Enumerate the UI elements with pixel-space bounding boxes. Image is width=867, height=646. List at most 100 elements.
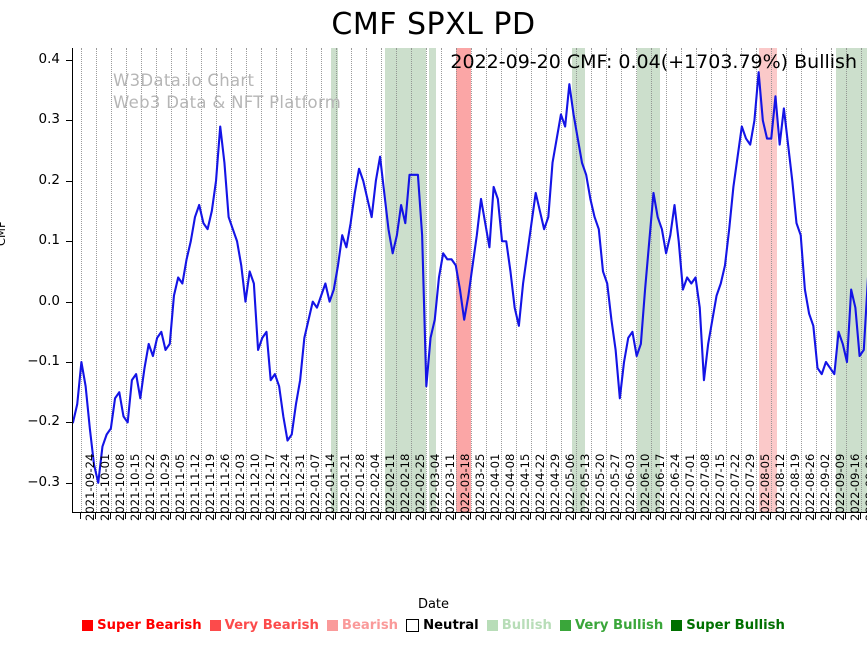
gridline <box>275 48 277 512</box>
gridline <box>545 48 547 512</box>
x-tick-mark <box>304 513 306 519</box>
x-tick-label: 2022-08-26 <box>802 453 817 521</box>
legend-item-bullish[interactable]: Bullish <box>486 618 552 633</box>
x-tick-label: 2022-08-05 <box>757 453 772 521</box>
legend-label: Bullish <box>501 618 552 633</box>
y-tick-mark <box>66 180 73 182</box>
x-tick-mark <box>289 513 291 519</box>
gridline <box>425 48 427 512</box>
x-tick-mark <box>499 513 501 519</box>
legend-item-bearish[interactable]: Bearish <box>326 619 398 632</box>
x-tick-label: 2022-07-08 <box>697 453 712 521</box>
gridline <box>155 48 157 512</box>
x-tick-label: 2022-03-18 <box>457 453 472 521</box>
legend-label: Very Bullish <box>574 618 664 633</box>
y-tick-mark <box>66 482 73 484</box>
gridline <box>410 48 412 512</box>
legend-item-super-bullish[interactable]: Super Bullish <box>671 619 785 632</box>
x-tick-mark <box>604 513 606 519</box>
gridline <box>830 48 832 512</box>
x-tick-label: 2021-10-08 <box>112 453 127 521</box>
gridline <box>500 48 502 512</box>
gridline <box>395 48 397 512</box>
gridline <box>440 48 442 512</box>
gridline <box>650 48 652 512</box>
x-tick-label: 2022-07-01 <box>682 453 697 521</box>
x-tick-mark <box>664 513 666 519</box>
y-tick-mark <box>66 241 73 243</box>
latest-value-annotation: 2022-09-20 CMF: 0.04(+1703.79%) Bullish <box>450 51 857 73</box>
gridline <box>320 48 322 512</box>
gridline <box>725 48 727 512</box>
y-tick-mark <box>66 301 73 303</box>
x-tick-mark <box>424 513 426 519</box>
legend-swatch-icon <box>671 620 683 632</box>
x-tick-label: 2022-03-11 <box>442 453 457 521</box>
x-tick-label: 2022-07-15 <box>712 453 727 521</box>
x-tick-mark <box>544 513 546 519</box>
x-tick-mark <box>484 513 486 519</box>
page-title: CMF SPXL PD <box>331 7 536 42</box>
x-tick-label: 2021-10-01 <box>97 453 112 521</box>
legend-swatch-icon <box>326 620 338 632</box>
band-bullish <box>637 48 660 512</box>
gridline <box>845 48 847 512</box>
legend-item-super-bearish[interactable]: Super Bearish <box>82 619 202 632</box>
x-tick-mark <box>454 513 456 519</box>
y-tick-label: 0.1 <box>38 232 60 249</box>
legend-swatch-icon <box>406 619 420 633</box>
y-tick-label: 0.4 <box>38 51 60 68</box>
x-tick-mark <box>709 513 711 519</box>
x-tick-label: 2022-02-04 <box>367 453 382 521</box>
gridline <box>785 48 787 512</box>
x-tick-label: 2022-02-11 <box>382 453 397 521</box>
x-tick-label: 2022-06-10 <box>637 453 652 521</box>
legend: Super Bearish Very Bearish Bearish Neutral B… <box>0 619 867 632</box>
x-tick-mark <box>559 513 561 519</box>
x-tick-mark <box>619 513 621 519</box>
x-tick-label: 2021-12-10 <box>247 453 262 521</box>
x-tick-mark <box>589 513 591 519</box>
x-tick-mark <box>199 513 201 519</box>
x-tick-mark <box>724 513 726 519</box>
gridline <box>515 48 517 512</box>
x-tick-label: 2022-09-16 <box>847 453 862 521</box>
x-tick-label: 2021-10-22 <box>142 453 157 521</box>
gridline <box>230 48 232 512</box>
gridline <box>665 48 667 512</box>
x-tick-label: 2022-04-01 <box>487 453 502 521</box>
x-tick-mark <box>244 513 246 519</box>
x-tick-mark <box>274 513 276 519</box>
y-tick-label: 0.2 <box>38 171 60 188</box>
y-tick-mark <box>66 120 73 122</box>
gridline <box>245 48 247 512</box>
band-bullish <box>330 48 338 512</box>
plot-area <box>72 48 867 513</box>
x-tick-label: 2022-03-25 <box>472 453 487 521</box>
legend-item-very-bullish[interactable]: Very Bullish <box>559 618 664 633</box>
x-tick-label: 2022-01-28 <box>352 453 367 521</box>
x-tick-mark <box>784 513 786 519</box>
x-tick-label: 2022-03-04 <box>427 453 442 521</box>
x-tick-mark <box>799 513 801 519</box>
x-tick-label: 2022-01-14 <box>322 453 337 521</box>
x-tick-label: 2022-05-06 <box>562 453 577 521</box>
x-tick-label: 2022-09-09 <box>832 453 847 521</box>
x-tick-label: 2021-12-24 <box>277 453 292 521</box>
x-tick-mark <box>739 513 741 519</box>
x-tick-mark <box>844 513 846 519</box>
x-tick-mark <box>409 513 411 519</box>
x-tick-label: 2021-12-03 <box>232 453 247 521</box>
legend-item-very-bearish[interactable]: Very Bearish <box>209 618 319 633</box>
legend-label: Very Bearish <box>224 618 319 633</box>
y-tick-mark <box>66 60 73 62</box>
gridline <box>95 48 97 512</box>
legend-item-neutral[interactable]: Neutral <box>406 619 479 632</box>
gridline <box>380 48 382 512</box>
x-tick-label: 2021-11-05 <box>172 453 187 521</box>
x-tick-mark <box>859 513 861 519</box>
x-tick-mark <box>154 513 156 519</box>
gridline <box>740 48 742 512</box>
band-very-bearish <box>456 48 472 512</box>
legend-label: Super Bullish <box>686 618 785 633</box>
